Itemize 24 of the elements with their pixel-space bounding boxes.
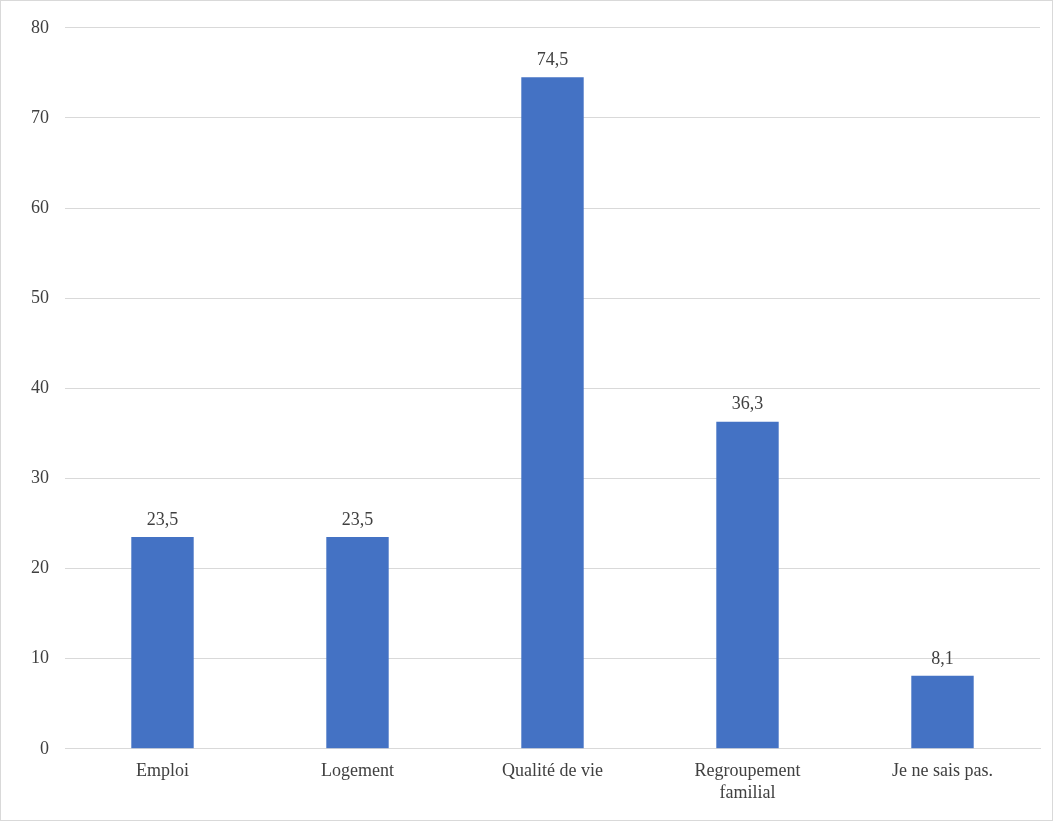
y-tick-label: 70 — [31, 106, 49, 127]
y-tick-label: 50 — [31, 286, 49, 307]
y-tick-label: 0 — [40, 737, 49, 758]
y-tick-label: 80 — [31, 16, 49, 37]
y-tick-label: 20 — [31, 557, 49, 578]
bar — [521, 77, 584, 749]
data-label: 23,5 — [146, 508, 179, 529]
x-tick-label: Qualité de vie — [502, 760, 603, 781]
data-label: 23,5 — [341, 508, 374, 529]
y-tick-label: 30 — [31, 467, 49, 488]
x-tick-label: Regroupement familial — [694, 760, 801, 802]
data-label: 36,3 — [731, 393, 764, 414]
x-tick-label: Emploi — [136, 760, 189, 781]
bar — [131, 537, 194, 749]
bar — [716, 421, 779, 749]
y-tick-label: 60 — [31, 196, 49, 217]
x-tick-label: Je ne sais pas. — [892, 760, 993, 781]
y-tick-label: 40 — [31, 377, 49, 398]
data-label: 8,1 — [931, 647, 954, 668]
data-label: 74,5 — [536, 49, 569, 70]
y-tick-label: 10 — [31, 647, 49, 668]
bar — [326, 537, 389, 749]
x-tick-label: Logement — [321, 760, 394, 781]
bar — [911, 675, 974, 749]
